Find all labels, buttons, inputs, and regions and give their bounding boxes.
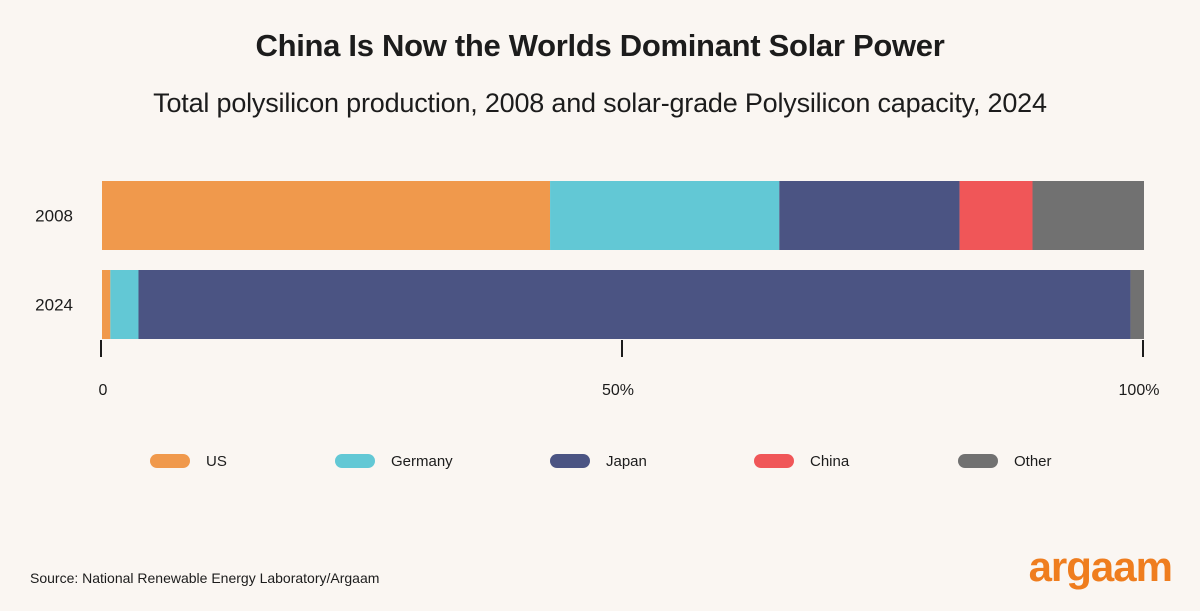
argaam-logo[interactable]: argaam [1028,543,1173,590]
chart-title: China Is Now the Worlds Dominant Solar P… [255,28,945,63]
category-label-2008: 2008 [35,207,73,226]
legend-label-germany: Germany [391,452,453,470]
bar-segment-other-2008 [1032,181,1144,250]
legend-swatch-us [150,454,190,468]
legend-swatch-china [754,454,794,468]
x-tick-label-100: 100% [1119,382,1160,399]
x-tick-label-0: 0 [99,382,108,399]
bar-segment-other-2024 [1130,270,1144,339]
legend: US Germany Japan China Other [150,450,1110,472]
bar-segment-germany-2024 [110,270,139,339]
legend-item-china: China [754,450,849,472]
legend-swatch-other [958,454,998,468]
legend-item-japan: Japan [550,450,647,472]
legend-swatch-japan [550,454,590,468]
bar-segment-germany-2008 [550,181,780,250]
legend-label-japan: Japan [606,452,647,470]
legend-item-us: US [150,450,227,472]
category-label-2024: 2024 [35,296,73,315]
legend-item-other: Other [958,450,1052,472]
legend-label-other: Other [1014,452,1052,470]
source-note: Source: National Renewable Energy Labora… [30,570,380,586]
x-tick-label-50: 50% [602,382,634,399]
chart-subtitle: Total polysilicon production, 2008 and s… [153,88,1047,118]
bar-segment-japan-2024 [138,270,1131,339]
legend-item-germany: Germany [335,450,453,472]
bar-segment-us-2008 [102,181,551,250]
legend-swatch-germany [335,454,375,468]
bar-segment-china-2008 [959,181,1033,250]
bar-segment-us-2024 [102,270,111,339]
bar-segment-japan-2008 [779,181,960,250]
legend-label-us: US [206,452,227,470]
legend-label-china: China [810,452,850,470]
